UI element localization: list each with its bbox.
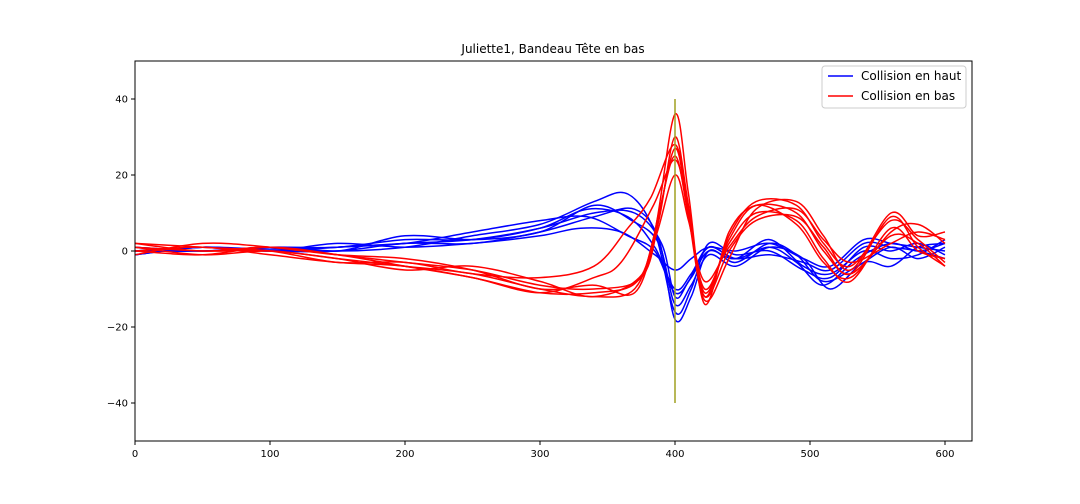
chart-title: Juliette1, Bandeau Tête en bas xyxy=(460,42,644,56)
legend-label-haut: Collision en haut xyxy=(861,69,961,83)
series-line-haut-4 xyxy=(135,227,946,271)
y-tick-label--20: −20 xyxy=(107,323,128,334)
x-tick-label-100: 100 xyxy=(260,449,279,460)
x-tick-label-300: 300 xyxy=(530,449,549,460)
series-line-bas-13 xyxy=(135,159,946,298)
series-line-haut-6 xyxy=(135,215,946,295)
series-line-bas-12 xyxy=(135,143,946,294)
series-line-haut-2 xyxy=(135,207,946,323)
axis-layer: 0 100 200 300 400 500 600 −40 −20 0 20 40 xyxy=(107,95,955,461)
x-tick-label-400: 400 xyxy=(665,449,684,460)
series-line-bas-7 xyxy=(135,113,946,305)
series-line-bas-8 xyxy=(135,136,946,298)
x-tick-label-500: 500 xyxy=(800,449,819,460)
legend: Collision en haut Collision en bas xyxy=(821,65,967,109)
y-tick-label--40: −40 xyxy=(107,399,128,410)
legend-label-bas: Collision en bas xyxy=(861,89,955,103)
series-line-bas-9 xyxy=(135,147,946,296)
x-tick-label-0: 0 xyxy=(132,449,138,460)
series-layer xyxy=(135,113,946,323)
x-tick-label-600: 600 xyxy=(935,449,954,460)
y-tick-label-20: 20 xyxy=(115,171,128,182)
y-tick-label-40: 40 xyxy=(115,95,128,106)
legend-box xyxy=(821,65,967,109)
x-tick-label-200: 200 xyxy=(395,449,414,460)
y-tick-label-0: 0 xyxy=(122,247,128,258)
series-line-bas-10 xyxy=(135,155,946,302)
